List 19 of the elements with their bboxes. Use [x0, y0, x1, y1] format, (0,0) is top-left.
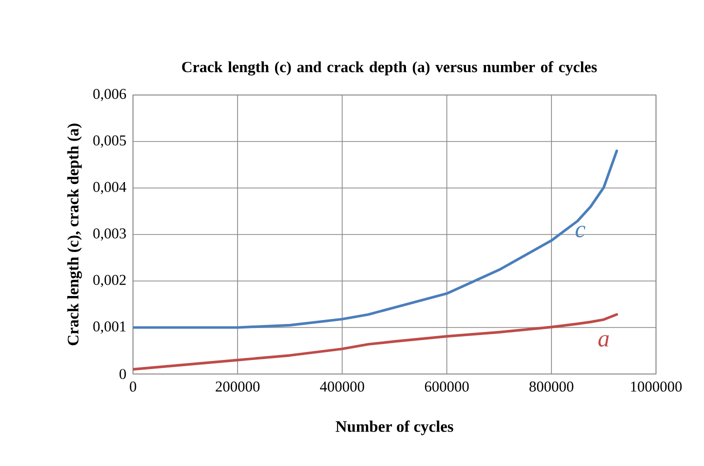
y-tick-label: 0,001 [93, 321, 126, 334]
y-axis-title: Crack length (c), crack depth (a) [67, 124, 82, 346]
y-tick-label: 0 [120, 368, 126, 380]
x-tick-label: 200000 [216, 382, 260, 392]
x-tick-label: 400000 [320, 382, 364, 392]
x-tick-label: 0 [130, 382, 136, 392]
series-label: c [576, 226, 586, 238]
x-tick-label: 600000 [424, 382, 469, 392]
y-tick-label: 0,005 [93, 135, 126, 148]
chart-title: Crack length (c) and crack depth (a) versus number of cycles [182, 61, 597, 76]
x-axis-title: Number of cycles [336, 420, 454, 436]
y-tick-label: 0,003 [93, 228, 126, 241]
line-series [133, 313, 618, 371]
series-label: a [598, 335, 609, 347]
y-tick-label: 0,006 [93, 88, 126, 102]
y-tick-label: 0,002 [93, 274, 126, 288]
x-tick-label: 800000 [529, 382, 574, 392]
y-tick-label: 0,004 [93, 182, 126, 194]
x-tick-label: 1000000 [631, 382, 682, 392]
